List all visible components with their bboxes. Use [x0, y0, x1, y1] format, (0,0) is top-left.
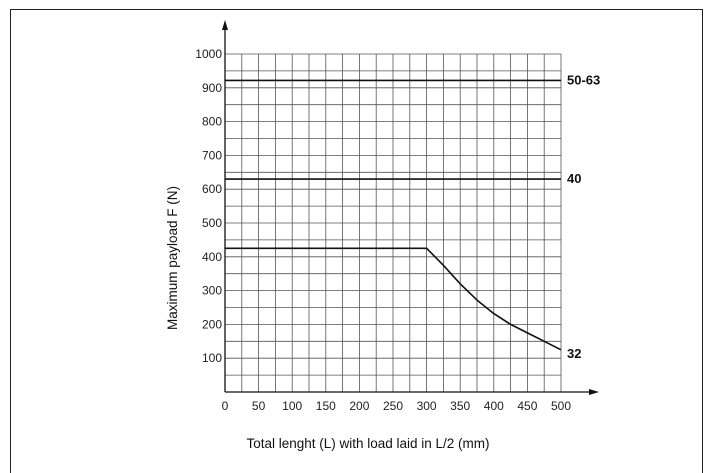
axes [222, 20, 599, 395]
tick-labels: 100 200 300 400 500 600 700 800 900 1000 0 50 100 150… [195, 47, 571, 413]
y-tick-label: 500 [202, 216, 222, 230]
y-tick-label: 800 [202, 115, 222, 129]
y-axis-arrow [222, 20, 228, 30]
x-tick-label: 150 [316, 399, 336, 413]
y-tick-label: 600 [202, 182, 222, 196]
x-axis-arrow [589, 389, 599, 395]
series-label-40: 40 [567, 171, 581, 186]
y-axis-title: Maximum payload F (N) [165, 186, 180, 330]
y-tick-label: 200 [202, 317, 222, 331]
x-tick-label: 200 [349, 399, 369, 413]
grid [225, 53, 562, 392]
y-tick-label: 300 [202, 284, 222, 298]
x-tick-label: 300 [417, 399, 437, 413]
x-tick-label: 250 [383, 399, 403, 413]
chart-frame [10, 9, 703, 473]
y-tick-label: 400 [202, 250, 222, 264]
x-tick-label: 0 [222, 399, 229, 413]
y-tick-label: 700 [202, 148, 222, 162]
y-tick-label: 100 [202, 351, 222, 365]
series-label-50-63: 50-63 [567, 72, 600, 87]
x-axis-title: Total lenght (L) with load laid in L/2 (… [246, 436, 489, 451]
x-tick-label: 350 [450, 399, 470, 413]
y-tick-label: 900 [202, 81, 222, 95]
x-tick-label: 500 [551, 399, 571, 413]
x-tick-label: 450 [517, 399, 537, 413]
series-lines: 50-63 40 32 [225, 72, 600, 361]
x-tick-label: 400 [484, 399, 504, 413]
series-line-32 [225, 247, 562, 351]
x-tick-label: 50 [252, 399, 266, 413]
y-tick-label: 1000 [195, 47, 222, 61]
x-tick-label: 100 [282, 399, 302, 413]
series-label-32: 32 [567, 346, 581, 361]
